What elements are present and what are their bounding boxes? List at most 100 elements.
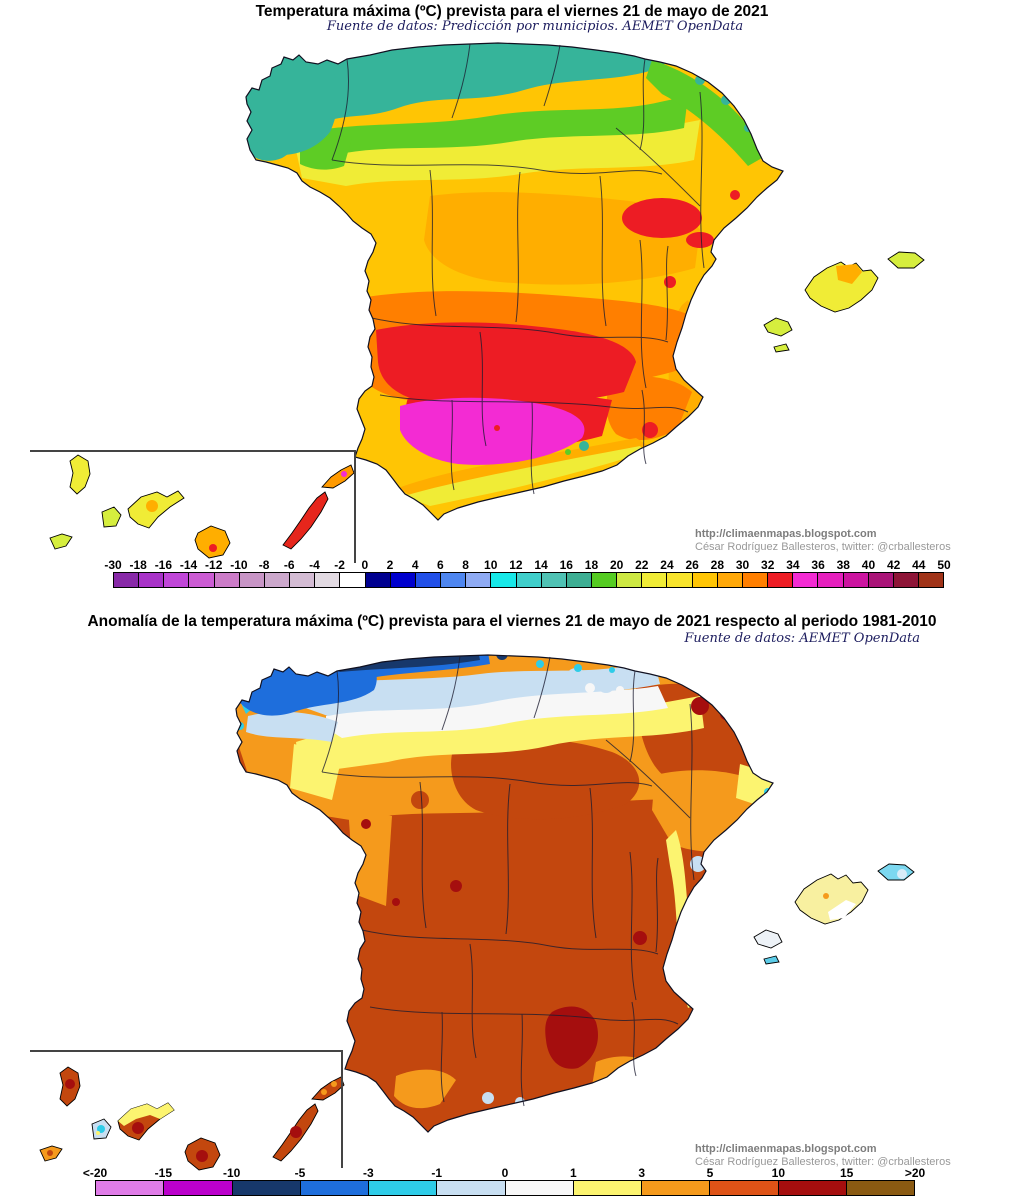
scale-tick: <-20 [82, 1166, 108, 1180]
bottom-map-canary-islands [39, 1066, 345, 1171]
scale-tick: 0 [361, 558, 369, 572]
bottom-map-subtitle: Fuente de datos: AEMET OpenData [684, 631, 920, 646]
scale-cell [300, 1181, 369, 1195]
scale-cell [505, 1181, 574, 1195]
scale-cell [768, 573, 794, 587]
scale-cell [232, 1181, 301, 1195]
scale-cell [415, 573, 442, 587]
scale-tick: 24 [660, 558, 674, 572]
scale-tick: -10 [230, 558, 248, 572]
bottom-map-color-scale: <-20 -15 -10 -5 -3 -1 0 1 3 5 10 15 >20 [83, 1166, 925, 1196]
scale-cell [893, 573, 919, 587]
scale-cell [717, 573, 743, 587]
scale-cell [843, 573, 869, 587]
scale-tick: 12 [509, 558, 523, 572]
scale-tick: -3 [362, 1166, 374, 1180]
scale-tick: -18 [129, 558, 147, 572]
scale-cell [541, 573, 567, 587]
bottom-scale-ticks: <-20 -15 -10 -5 -3 -1 0 1 3 5 10 15 >20 [83, 1166, 925, 1180]
scale-tick: 42 [886, 558, 901, 572]
scale-cell [692, 573, 718, 587]
top-scale-cells [113, 572, 944, 588]
scale-tick: -1 [431, 1166, 442, 1180]
attribution-url: http://climaenmapas.blogspot.com [695, 1143, 877, 1155]
bottom-map-balearic-islands [753, 863, 915, 965]
scale-cell [290, 573, 316, 587]
scale-tick: -6 [283, 558, 295, 572]
scale-tick: 32 [761, 558, 775, 572]
scale-tick: -10 [222, 1166, 241, 1180]
scale-cell [919, 573, 944, 587]
attribution-author: César Rodríguez Ballesteros, twitter: @c… [695, 1155, 951, 1168]
scale-cell [114, 573, 140, 587]
scale-tick: -8 [258, 558, 270, 572]
scale-tick: -16 [154, 558, 173, 572]
scale-cell [214, 573, 240, 587]
scale-tick: 15 [839, 1166, 854, 1180]
top-map-color-scale: -30 -18 -16 -14 -12 -10 -8 -6 -4 -2 0 2 4 6 8 10 12 14 16 1… [104, 558, 951, 588]
top-map-attribution: http://climaenmapas.blogspot.com César R… [695, 528, 951, 553]
scale-cell [164, 1181, 233, 1195]
top-map-canary-islands [49, 454, 355, 559]
scale-cell [642, 573, 668, 587]
scale-cell [189, 573, 215, 587]
scale-cell [315, 573, 341, 587]
bottom-map-canary-inset-box [30, 1050, 343, 1168]
scale-tick: 1 [569, 1166, 577, 1180]
scale-tick: 40 [861, 558, 876, 572]
scale-cell [390, 573, 416, 587]
bottom-map-attribution: http://climaenmapas.blogspot.com César R… [695, 1143, 951, 1168]
bottom-map-title: Anomalía de la temperatura máxima (ºC) p… [87, 613, 937, 630]
attribution-author: César Rodríguez Ballesteros, twitter: @c… [695, 540, 951, 553]
scale-tick: 50 [937, 558, 951, 572]
scale-tick: 38 [836, 558, 850, 572]
scale-cell [365, 573, 391, 587]
scale-tick: 2 [386, 558, 394, 572]
scale-tick: 26 [685, 558, 699, 572]
scale-tick: 10 [771, 1166, 786, 1180]
scale-tick: 3 [638, 1166, 645, 1180]
scale-tick: 28 [710, 558, 725, 572]
scale-cell [264, 573, 291, 587]
scale-tick: 5 [706, 1166, 714, 1180]
scale-cell [591, 573, 618, 587]
scale-tick: -2 [334, 558, 345, 572]
scale-cell [710, 1181, 779, 1195]
scale-cell [491, 573, 517, 587]
scale-cell [793, 573, 819, 587]
scale-tick: 0 [501, 1166, 509, 1180]
scale-cell [441, 573, 467, 587]
scale-tick: 18 [584, 558, 599, 572]
scale-cell [617, 573, 643, 587]
scale-tick: 4 [411, 558, 419, 572]
scale-tick: 36 [811, 558, 825, 572]
scale-tick: 8 [462, 558, 469, 572]
scale-tick: 34 [786, 558, 800, 572]
scale-cell [642, 1181, 711, 1195]
top-scale-ticks: -30 -18 -16 -14 -12 -10 -8 -6 -4 -2 0 2 4 6 8 10 12 14 16 1… [104, 558, 950, 572]
top-map-balearic-islands [763, 251, 925, 353]
scale-tick: -14 [179, 558, 198, 572]
scale-tick: 30 [735, 558, 750, 572]
scale-cell [340, 573, 366, 587]
bottom-scale-cells [95, 1180, 915, 1196]
scale-tick: 6 [437, 558, 444, 572]
scale-cell [437, 1181, 506, 1195]
scale-cell [164, 573, 190, 587]
scale-cell [742, 573, 769, 587]
scale-cell [846, 1181, 914, 1195]
scale-cell [566, 573, 592, 587]
scale-cell [573, 1181, 642, 1195]
scale-tick: 44 [912, 558, 926, 572]
scale-cell [466, 573, 492, 587]
scale-cell [778, 1181, 847, 1195]
top-map-temperature-field [245, 42, 784, 521]
scale-tick: 22 [635, 558, 649, 572]
scale-tick: -5 [294, 1166, 306, 1180]
scale-cell [96, 1181, 165, 1195]
top-map-subtitle: Fuente de datos: Predicción por municipi… [326, 19, 744, 34]
scale-cell [516, 573, 542, 587]
scale-tick: 16 [559, 558, 573, 572]
